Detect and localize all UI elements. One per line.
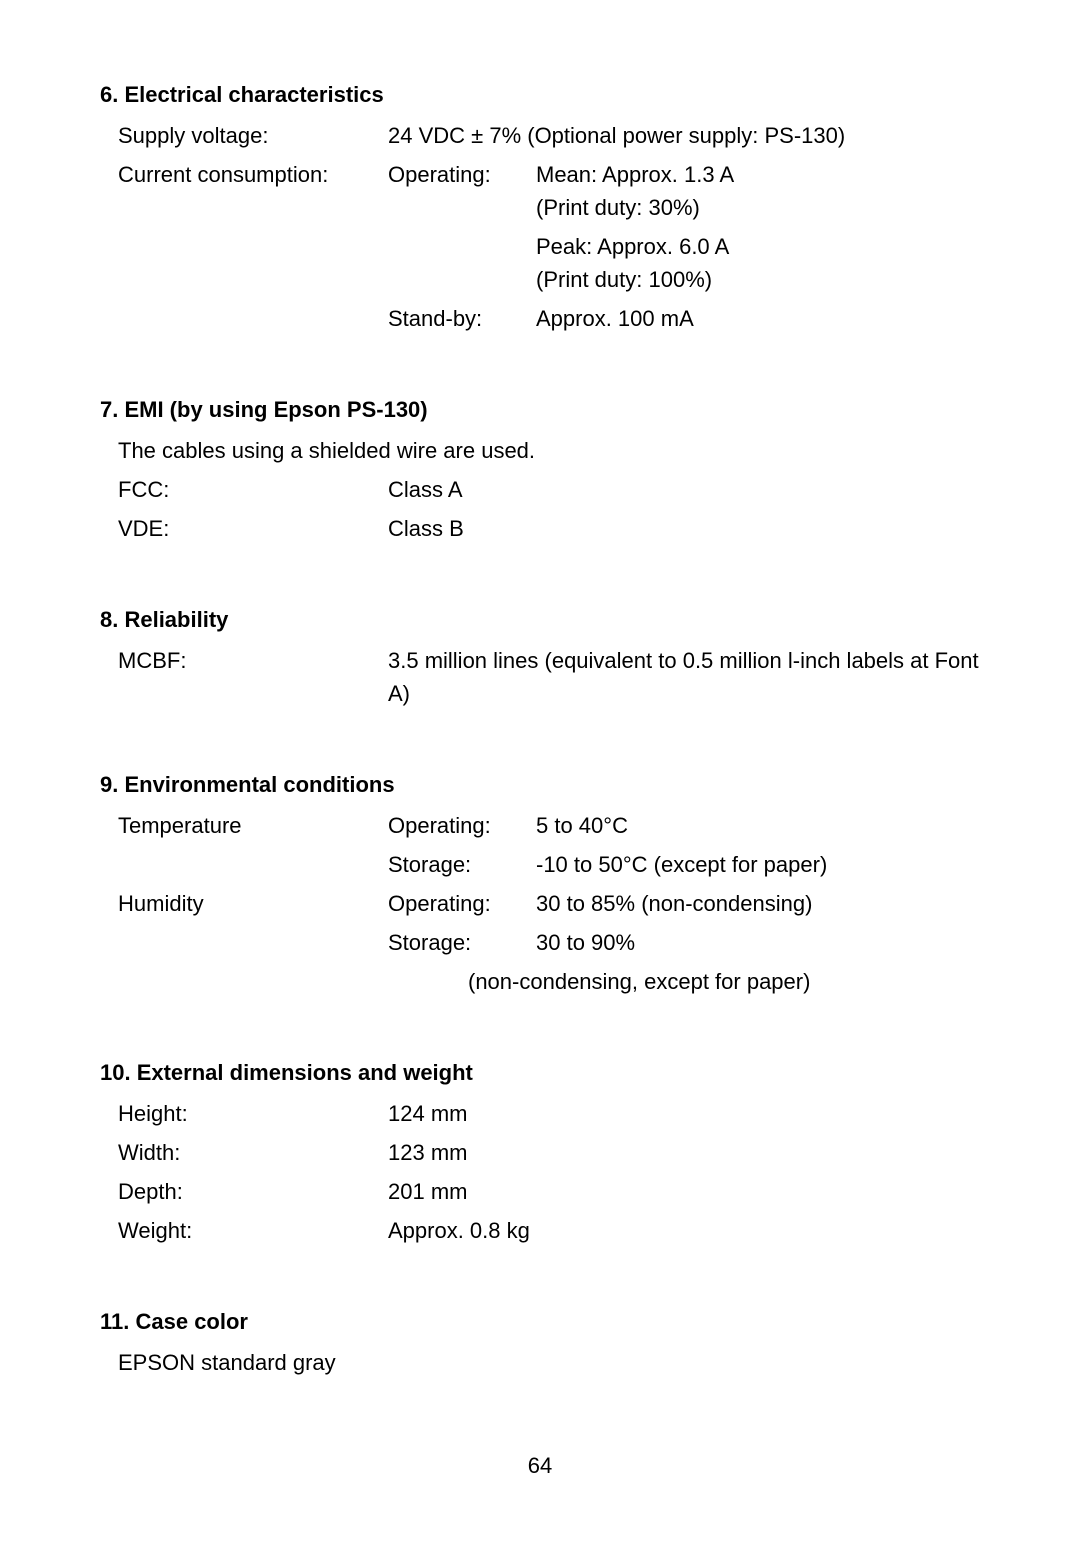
height-label: Height: [118,1097,388,1130]
standby-row: Stand-by: Approx. 100 mA [118,302,980,335]
supply-voltage-value: 24 VDC ± 7% (Optional power supply: PS-1… [388,119,980,152]
fcc-row: FCC: Class A [118,473,980,506]
depth-label: Depth: [118,1175,388,1208]
hum-op-value: 30 to 85% (non-condensing) [536,887,980,920]
peak-duty: (Print duty: 100%) [536,263,980,296]
temp-st-row: Storage: -10 to 50°C (except for paper) [118,848,980,881]
section-8-heading: 8. Reliability [100,603,980,636]
width-row: Width: 123 mm [118,1136,980,1169]
temp-op-value: 5 to 40°C [536,809,980,842]
mean-line: Mean: Approx. 1.3 A [536,158,980,191]
mcbf-value: 3.5 million lines (equivalent to 0.5 mil… [388,644,980,710]
hum-op-row: Humidity Operating: 30 to 85% (non-conde… [118,887,980,920]
hum-op-label: Operating: [388,887,536,920]
mcbf-row: MCBF: 3.5 million lines (equivalent to 0… [118,644,980,710]
temp-op-label: Operating: [388,809,536,842]
vde-row: VDE: Class B [118,512,980,545]
humidity-label: Humidity [118,887,388,920]
peak-row: Peak: Approx. 6.0 A (Print duty: 100%) [118,230,980,296]
page-number: 64 [100,1449,980,1482]
section-7-heading: 7. EMI (by using Epson PS-130) [100,393,980,426]
supply-voltage-label: Supply voltage: [118,119,388,152]
current-consumption-row: Current consumption: Operating: Mean: Ap… [118,158,980,224]
case-color-value: EPSON standard gray [118,1346,980,1379]
section-9-heading: 9. Environmental conditions [100,768,980,801]
section-10-heading: 10. External dimensions and weight [100,1056,980,1089]
hum-st-row: Storage: 30 to 90% [118,926,980,959]
depth-row: Depth: 201 mm [118,1175,980,1208]
temperature-label: Temperature [118,809,388,842]
fcc-value: Class A [388,473,980,506]
height-row: Height: 124 mm [118,1097,980,1130]
temp-op-row: Temperature Operating: 5 to 40°C [118,809,980,842]
weight-row: Weight: Approx. 0.8 kg [118,1214,980,1247]
supply-voltage-row: Supply voltage: 24 VDC ± 7% (Optional po… [118,119,980,152]
document-page: 6. Electrical characteristics Supply vol… [0,0,1080,1522]
width-value: 123 mm [388,1136,980,1169]
weight-label: Weight: [118,1214,388,1247]
current-consumption-label: Current consumption: [118,158,388,224]
mean-duty: (Print duty: 30%) [536,191,980,224]
standby-value: Approx. 100 mA [536,302,980,335]
section-11-heading: 11. Case color [100,1305,980,1338]
height-value: 124 mm [388,1097,980,1130]
width-label: Width: [118,1136,388,1169]
fcc-label: FCC: [118,473,388,506]
peak-line: Peak: Approx. 6.0 A [536,230,980,263]
weight-value: Approx. 0.8 kg [388,1214,980,1247]
emi-note: The cables using a shielded wire are use… [118,434,980,467]
temp-st-label: Storage: [388,848,536,881]
temp-st-value: -10 to 50°C (except for paper) [536,848,980,881]
mcbf-label: MCBF: [118,644,388,710]
section-6-heading: 6. Electrical characteristics [100,78,980,111]
hum-st-value: 30 to 90% [536,926,980,959]
vde-label: VDE: [118,512,388,545]
hum-st-note-row: (non-condensing, except for paper) [118,965,980,998]
hum-st-note: (non-condensing, except for paper) [468,965,980,998]
vde-value: Class B [388,512,980,545]
standby-label: Stand-by: [388,302,536,335]
depth-value: 201 mm [388,1175,980,1208]
operating-label: Operating: [388,158,536,224]
hum-st-label: Storage: [388,926,536,959]
